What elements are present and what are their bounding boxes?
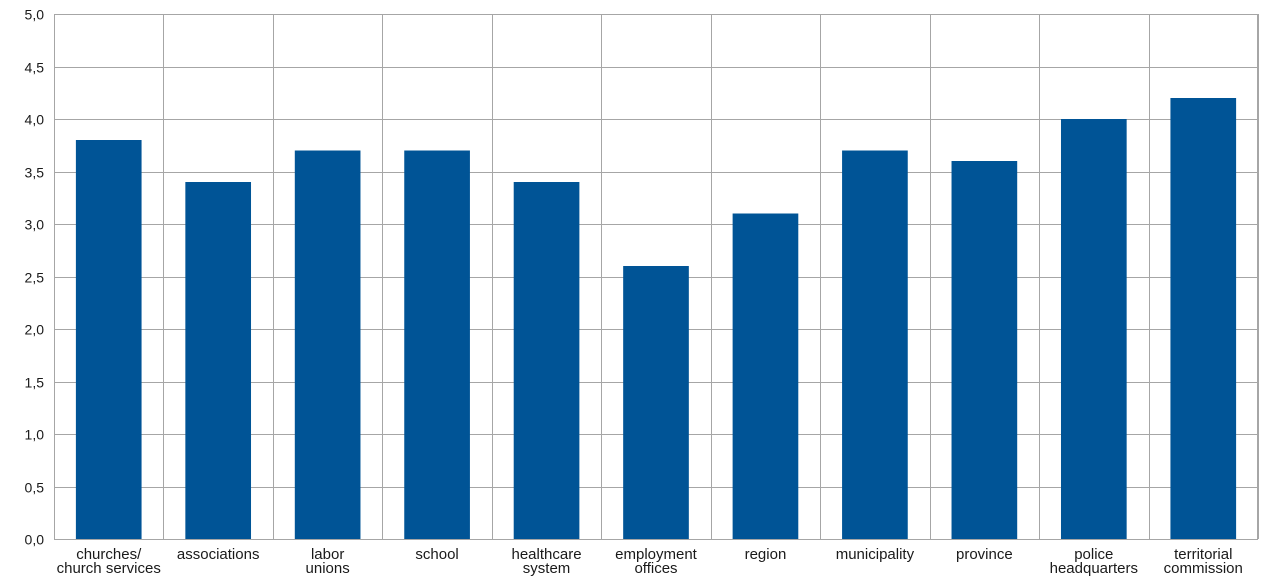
x-category-label: police headquarters (1050, 546, 1138, 577)
x-category-label: region (745, 546, 787, 563)
x-category-label: territorial commission (1164, 546, 1243, 577)
y-tick-label: 4,5 (25, 60, 45, 76)
y-tick-label: 4,0 (25, 112, 45, 128)
bar (1060, 119, 1127, 539)
x-category-label: associations (177, 546, 260, 563)
x-category-label: school (415, 546, 458, 563)
bars (75, 98, 1237, 539)
plot-border (54, 14, 1258, 540)
bar (75, 140, 142, 539)
x-category-label: labor unions (306, 546, 350, 577)
bar (842, 150, 908, 539)
bar (951, 161, 1018, 539)
x-category-label: healthcare system (512, 546, 582, 577)
y-tick-label: 1,0 (25, 427, 45, 443)
bar (185, 182, 252, 539)
y-axis-tick-labels: 0,0 0,5 1,0 1,5 2,0 2,5 3,0 3,5 4,0 4,5 5,0 (25, 7, 45, 548)
x-category-label: province (956, 546, 1013, 563)
bar (732, 213, 799, 539)
x-category-label: churches/church services (57, 546, 161, 577)
y-tick-label: 0,0 (25, 532, 45, 548)
bar (404, 150, 470, 539)
bar (294, 150, 361, 539)
y-tick-label: 2,5 (25, 270, 45, 286)
bar (1170, 98, 1237, 539)
y-tick-label: 2,0 (25, 322, 45, 338)
y-tick-label: 0,5 (25, 480, 45, 496)
x-category-label: municipality (836, 546, 915, 563)
bar (513, 182, 580, 539)
x-axis-category-labels: churches/church services associations labo… (57, 546, 1243, 577)
y-tick-label: 1,5 (25, 375, 45, 391)
x-category-label: employment offices (615, 546, 698, 577)
plot-frame (54, 14, 1258, 540)
y-tick-label: 3,0 (25, 217, 45, 233)
bar (623, 266, 689, 539)
y-tick-label: 5,0 (25, 7, 45, 23)
y-tick-label: 3,5 (25, 165, 45, 181)
